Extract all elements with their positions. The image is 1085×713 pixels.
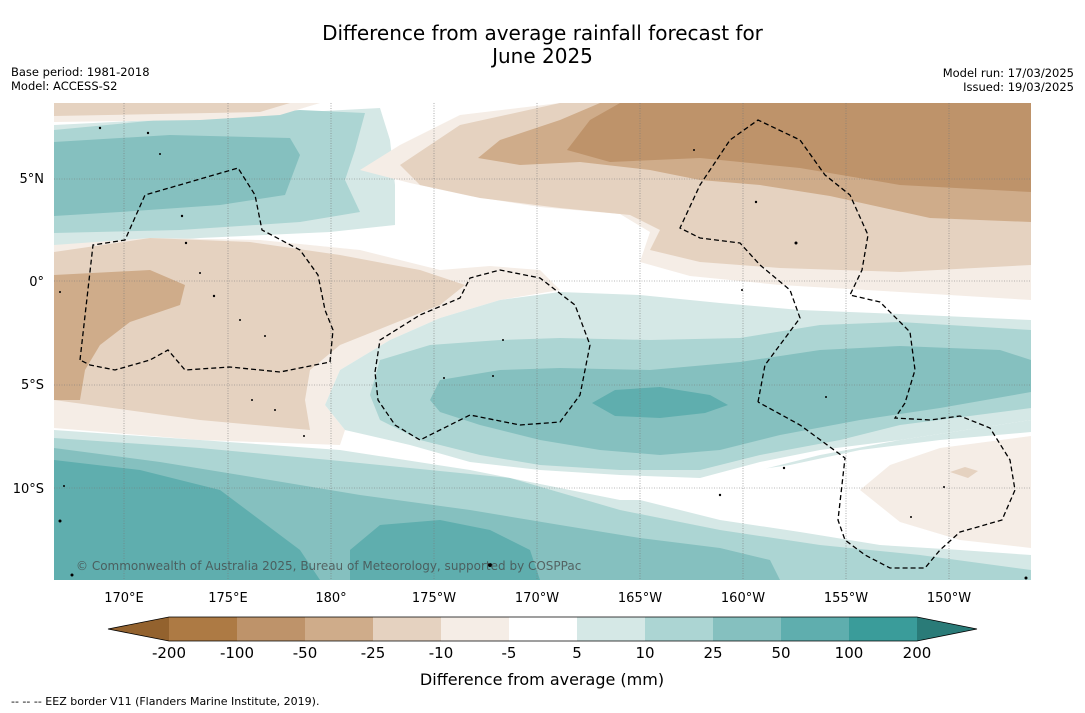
colorbar-tick: 25 [703, 644, 722, 662]
lon-label-170w: 170°W [515, 591, 559, 606]
north-teal-dark [54, 135, 300, 216]
colorbar-bin-1 [169, 617, 237, 641]
colorbar-tick: 5 [572, 644, 582, 662]
lat-label-5n: 5°N [20, 172, 45, 187]
base-period: Base period: 1981-2018 [11, 65, 150, 79]
colorbar-under-triangle [108, 617, 169, 641]
colorbar-bin-5 [441, 617, 509, 641]
colorbar-tick: -25 [361, 644, 386, 662]
colorbar-bin-7 [577, 617, 645, 641]
colorbar-bin-3 [305, 617, 373, 641]
meta-right: Model run: 17/03/2025 Issued: 19/03/2025 [943, 66, 1074, 94]
colorbar: -200 -100 -50 -25 -10 -5 5 10 25 50 100 … [107, 616, 978, 689]
lat-label-5s: 5°S [21, 378, 44, 393]
lon-label-165w: 165°W [618, 591, 662, 606]
watermark: © Commonwealth of Australia 2025, Bureau… [76, 559, 581, 573]
meta-left: Base period: 1981-2018 Model: ACCESS-S2 [11, 65, 150, 93]
colorbar-tick: -100 [220, 644, 254, 662]
lat-label-10s: 10°S [13, 482, 44, 497]
colorbar-tick: -5 [502, 644, 517, 662]
lon-label-160w: 160°W [721, 591, 765, 606]
colorbar-bin-2 [237, 617, 305, 641]
colorbar-tick: -200 [152, 644, 186, 662]
south-teal-dark [54, 460, 320, 580]
lon-label-175e: 175°E [208, 591, 248, 606]
colorbar-bin-8 [645, 617, 713, 641]
north-brown-dark [567, 103, 1031, 192]
model-name: Model: ACCESS-S2 [11, 79, 118, 93]
colorbar-tick: 100 [835, 644, 864, 662]
mid-teal-mid [430, 346, 1031, 455]
colorbar-tick: -50 [293, 644, 318, 662]
colorbar-bin-11 [849, 617, 917, 641]
colorbar-outline [107, 616, 978, 642]
title-line-1: Difference from average rainfall forecas… [322, 21, 763, 45]
model-run: Model run: 17/03/2025 [942, 66, 1074, 80]
colorbar-bin-10 [781, 617, 849, 641]
colorbar-bin-9 [713, 617, 781, 641]
lon-labels: 170°E 175°E 180° 175°W 170°W 165°W 160°W… [104, 591, 971, 606]
colorbar-label: Difference from average (mm) [420, 670, 664, 689]
chart-title: Difference from average rainfall forecas… [0, 22, 1085, 68]
eez-borders [79, 119, 1016, 569]
lon-label-180: 180° [315, 591, 346, 606]
eez-legend-note: -- -- -- EEZ border V11 (Flanders Marine… [11, 695, 320, 708]
lon-label-175w: 175°W [412, 591, 456, 606]
colorbar-tick: -10 [429, 644, 454, 662]
lon-label-155w: 155°W [824, 591, 868, 606]
graticule [54, 103, 1031, 580]
colorbar-tick: 10 [635, 644, 654, 662]
issued-date: Issued: 19/03/2025 [963, 80, 1074, 94]
colorbar-over-triangle [917, 617, 977, 641]
south-teal-dark-2 [350, 520, 540, 580]
colorbar-tick: 50 [771, 644, 790, 662]
lon-label-150w: 150°W [927, 591, 971, 606]
colorbar-tick: 200 [903, 644, 932, 662]
colorbar-bin-6 [509, 617, 577, 641]
colorbar-bin-4 [373, 617, 441, 641]
lat-labels: 5°N 0° 5°S 10°S [13, 172, 44, 497]
coastlines [58, 126, 1028, 580]
lon-label-170e: 170°E [104, 591, 144, 606]
nw-brown-mid [54, 103, 290, 116]
rainfall-field: © Commonwealth of Australia 2025, Bureau… [54, 103, 1031, 580]
title-line-2: June 2025 [492, 44, 593, 68]
se-brown-dot [950, 467, 978, 478]
mid-teal-dark [592, 387, 728, 418]
colorbar-tick-labels: -200 -100 -50 -25 -10 -5 5 10 25 50 100 … [152, 644, 931, 662]
lat-label-0: 0° [29, 275, 44, 290]
se-brown-patch [860, 436, 1031, 548]
